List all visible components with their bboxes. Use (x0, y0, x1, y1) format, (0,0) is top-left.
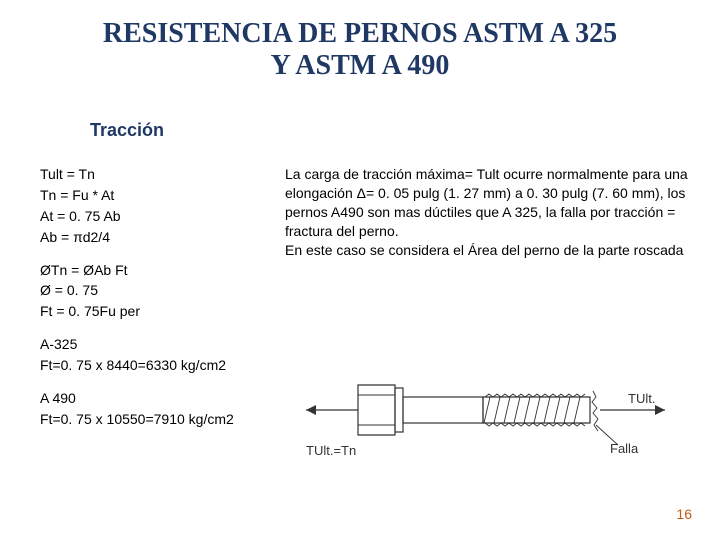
formula-block-3: A-325 Ft=0. 75 x 8440=6330 kg/cm2 (40, 335, 260, 375)
page-number: 16 (676, 506, 692, 522)
figure-label-right: TUlt. (628, 391, 655, 406)
formula-line: Tn = Fu * At (40, 186, 260, 205)
body-text: La carga de tracción máxima= Tult ocurre… (285, 165, 690, 259)
formula-block-2: ØTn = ØAb Ft Ø = 0. 75 Ft = 0. 75Fu per (40, 261, 260, 322)
formula-line: At = 0. 75 Ab (40, 207, 260, 226)
figure-label-fail: Falla (610, 441, 639, 456)
formula-line: A-325 (40, 335, 260, 354)
formula-line: ØTn = ØAb Ft (40, 261, 260, 280)
title-line-1: RESISTENCIA DE PERNOS ASTM A 325 (103, 18, 617, 49)
figure-label-left: TUlt.=Tn (306, 443, 356, 458)
formula-block-4: A 490 Ft=0. 75 x 10550=7910 kg/cm2 (40, 389, 260, 429)
bolt-diagram: TUlt.=Tn TUlt. Falla (300, 355, 680, 485)
formula-line: Ft = 0. 75Fu per (40, 302, 260, 321)
title-line-2: Y ASTM A 490 (271, 50, 450, 81)
body-paragraph: La carga de tracción máxima= Tult ocurre… (285, 165, 690, 259)
section-heading: Tracción (90, 120, 164, 141)
formula-line: Ø = 0. 75 (40, 281, 260, 300)
formulas-column: Tult = Tn Tn = Fu * At At = 0. 75 Ab Ab … (40, 165, 260, 431)
formula-line: Ft=0. 75 x 8440=6330 kg/cm2 (40, 356, 260, 375)
slide: RESISTENCIA DE PERNOS ASTM A 325 Y ASTM … (0, 0, 720, 540)
formula-line: Ab = πd2/4 (40, 228, 260, 247)
formula-line: A 490 (40, 389, 260, 408)
formula-line: Tult = Tn (40, 165, 260, 184)
formula-line: Ft=0. 75 x 10550=7910 kg/cm2 (40, 410, 260, 429)
slide-title: RESISTENCIA DE PERNOS ASTM A 325 Y ASTM … (0, 18, 720, 82)
formula-block-1: Tult = Tn Tn = Fu * At At = 0. 75 Ab Ab … (40, 165, 260, 247)
bolt-svg: TUlt.=Tn TUlt. Falla (300, 355, 680, 485)
